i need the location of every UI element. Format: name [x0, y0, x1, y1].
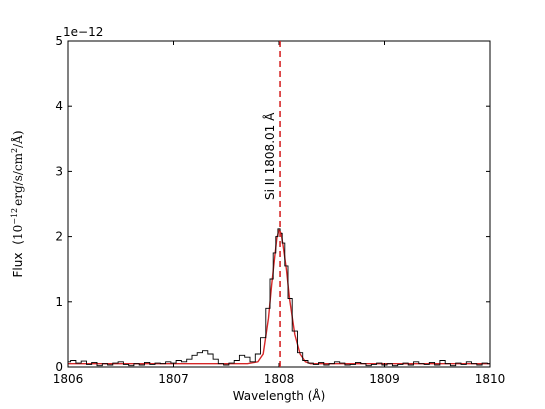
y-tick-label: 3	[55, 164, 63, 178]
x-tick-label: 1806	[53, 372, 84, 386]
y-axis-title-exp: −12	[10, 208, 19, 225]
y-axis-title-tail: /Å)	[10, 131, 25, 148]
y-tick-label: 0	[55, 360, 63, 374]
x-tick-label: 1807	[158, 372, 189, 386]
axis-ticks	[67, 40, 491, 368]
model-fit-line	[68, 228, 490, 365]
y-tick-label: 2	[55, 230, 63, 244]
y-axis-title-unit-exp: 2	[10, 148, 19, 153]
y-axis-title-open: (	[11, 240, 25, 245]
axis-labels: 1806 1807 1808 1809 1810 0 1 2 3 4 5	[53, 34, 506, 386]
y-axis-title-base: 10	[11, 225, 25, 240]
x-tick-label: 1810	[475, 372, 506, 386]
y-tick-label: 4	[55, 99, 63, 113]
x-tick-label: 1808	[264, 372, 295, 386]
observed-spectrum-line	[68, 228, 490, 367]
y-tick-label: 5	[55, 34, 63, 48]
offset-text: 1e−12	[63, 25, 103, 39]
x-axis-title: Wavelength (Å)	[233, 388, 326, 403]
line-annotation: Si II 1808.01 Å	[262, 112, 277, 200]
plot-frame	[67, 40, 491, 368]
y-axis-title-prefix: Flux	[11, 253, 25, 278]
y-axis-title: Flux (10−12 erg/s/cm2/Å)	[10, 131, 25, 278]
y-tick-label: 1	[55, 295, 63, 309]
plot-lines	[68, 228, 490, 367]
x-tick-label: 1809	[369, 372, 400, 386]
y-axis-title-unit: erg/s/cm	[11, 152, 25, 205]
